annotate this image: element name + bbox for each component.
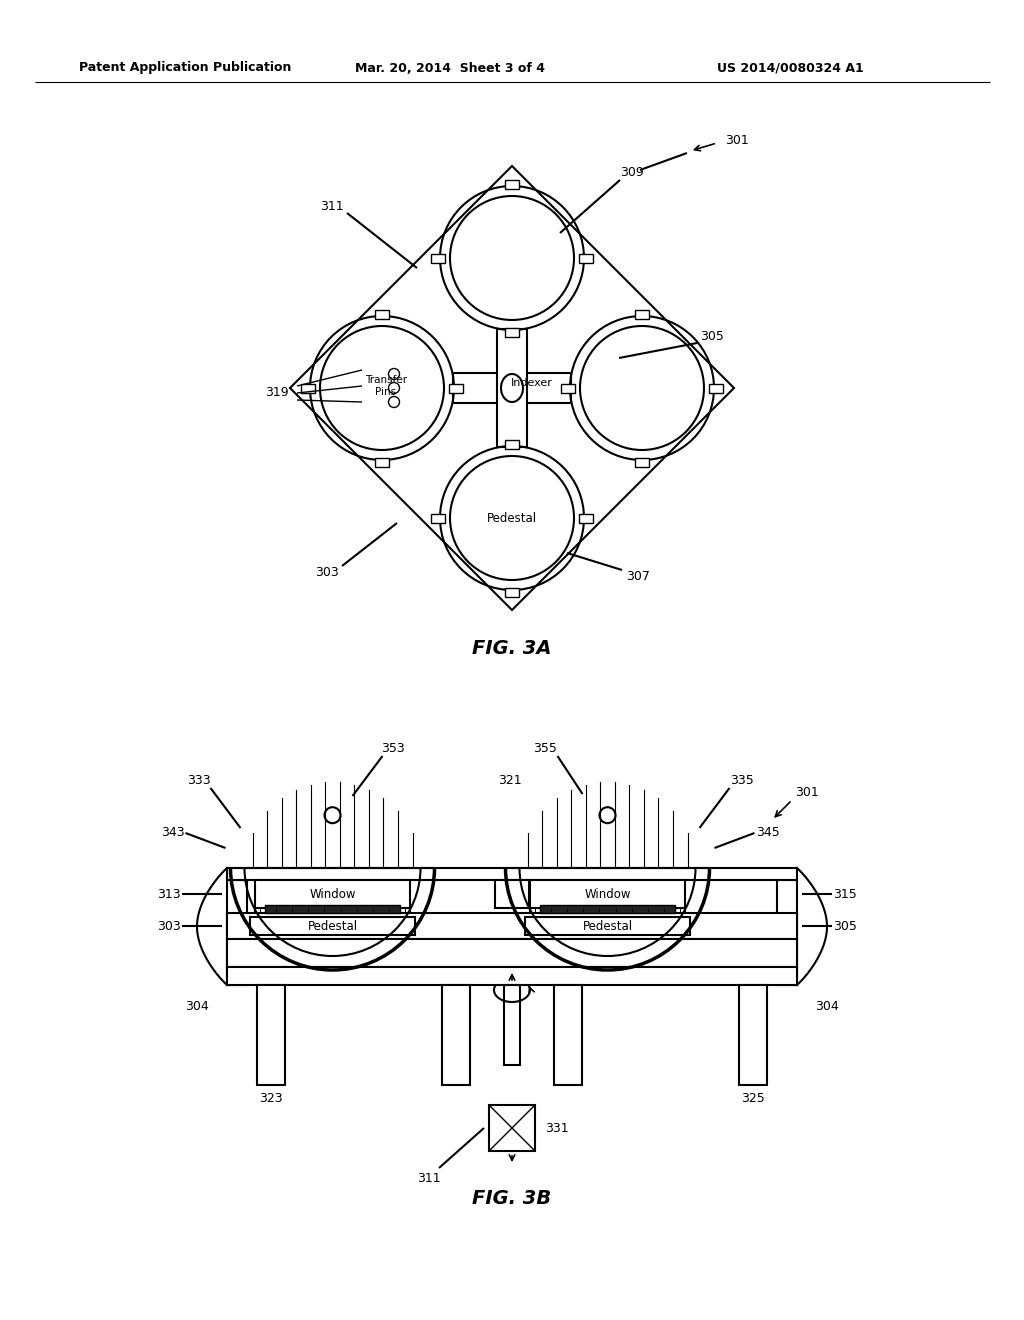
Text: Indexer: Indexer	[511, 378, 553, 388]
Text: 335: 335	[730, 774, 754, 787]
Bar	[489, 1105, 535, 1151]
Text: 313: 313	[158, 887, 181, 900]
Text: 311: 311	[321, 199, 344, 213]
Bar	[540, 906, 675, 913]
Text: Pedestal: Pedestal	[487, 511, 537, 524]
Bar	[495, 880, 529, 908]
Text: Transfer: Transfer	[365, 375, 408, 385]
Bar	[505, 587, 519, 597]
Bar	[265, 906, 400, 913]
Bar	[579, 513, 593, 523]
Text: 307: 307	[626, 569, 650, 582]
Bar	[505, 327, 519, 337]
Bar	[442, 985, 470, 1085]
Text: 304: 304	[815, 1001, 839, 1014]
Bar	[709, 384, 723, 392]
Bar	[497, 329, 527, 447]
Bar	[227, 880, 247, 985]
Bar	[257, 985, 285, 1085]
Text: 301: 301	[725, 133, 749, 147]
Bar	[579, 253, 593, 263]
Text: 303: 303	[315, 566, 339, 579]
Text: 321: 321	[499, 775, 522, 788]
Bar	[505, 180, 519, 189]
Circle shape	[325, 808, 341, 824]
Bar	[255, 880, 410, 908]
Text: FIG. 3A: FIG. 3A	[472, 639, 552, 657]
Text: 303: 303	[157, 920, 181, 932]
Text: Mar. 20, 2014  Sheet 3 of 4: Mar. 20, 2014 Sheet 3 of 4	[355, 62, 545, 74]
Bar	[561, 384, 575, 392]
Bar	[635, 309, 649, 318]
Text: Window: Window	[585, 887, 631, 900]
Bar	[301, 384, 315, 392]
Text: Window: Window	[309, 887, 355, 900]
Bar	[777, 880, 797, 985]
Bar	[375, 458, 389, 466]
Circle shape	[599, 808, 615, 824]
Bar	[505, 440, 519, 449]
Bar	[525, 917, 690, 935]
Bar	[431, 253, 445, 263]
Text: 315: 315	[834, 887, 857, 900]
Bar	[227, 968, 797, 985]
Text: 323: 323	[259, 1093, 283, 1106]
Text: 305: 305	[834, 920, 857, 932]
Text: 343: 343	[161, 826, 184, 840]
Text: 353: 353	[381, 742, 404, 755]
Bar	[530, 880, 685, 908]
Text: Pins: Pins	[376, 387, 396, 397]
Text: 311: 311	[417, 1172, 440, 1184]
Text: 331: 331	[545, 1122, 568, 1134]
Bar	[227, 869, 797, 880]
Text: FIG. 3B: FIG. 3B	[472, 1189, 552, 1209]
Text: 325: 325	[741, 1093, 765, 1106]
Text: 309: 309	[621, 166, 644, 180]
Text: 355: 355	[534, 742, 557, 755]
Text: 333: 333	[186, 774, 210, 787]
Text: Patent Application Publication: Patent Application Publication	[79, 62, 291, 74]
Bar	[453, 374, 571, 403]
Bar	[250, 917, 415, 935]
Bar	[375, 309, 389, 318]
Text: 345: 345	[756, 826, 779, 840]
Bar	[504, 985, 520, 1065]
Bar	[227, 939, 797, 968]
Bar	[635, 458, 649, 466]
Text: 305: 305	[700, 330, 724, 342]
Bar	[431, 513, 445, 523]
Text: Pedestal: Pedestal	[307, 920, 357, 933]
Text: 301: 301	[795, 785, 819, 799]
Text: 304: 304	[185, 1001, 209, 1014]
Text: Pedestal: Pedestal	[583, 920, 633, 933]
Bar	[227, 913, 797, 939]
Text: US 2014/0080324 A1: US 2014/0080324 A1	[717, 62, 863, 74]
Bar	[739, 985, 767, 1085]
Text: 319: 319	[265, 387, 289, 400]
Bar	[554, 985, 582, 1085]
Bar	[449, 384, 463, 392]
